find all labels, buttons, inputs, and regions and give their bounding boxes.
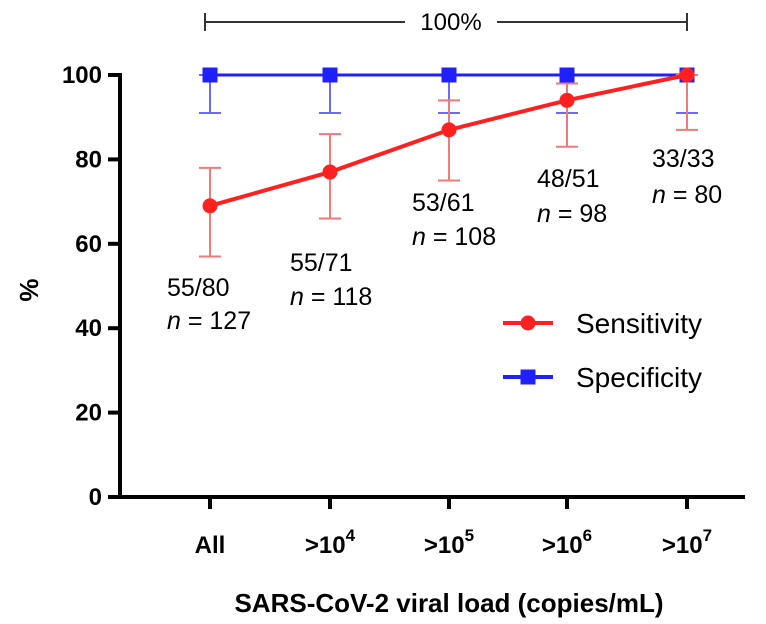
x-tick-label: >104 [305, 526, 356, 559]
annotation-n: n = 127 [167, 307, 251, 335]
y-tick-label: 100 [62, 62, 102, 89]
y-tick-label: 0 [89, 484, 102, 511]
y-axis: 0 20 40 60 80 100 [62, 62, 122, 511]
annotation-n: n = 108 [412, 223, 496, 251]
data-point [202, 67, 218, 83]
data-point [322, 67, 338, 83]
annotation-n: n = 80 [652, 181, 722, 209]
data-point [441, 122, 457, 138]
legend-marker [520, 315, 536, 331]
annotation-ratio: 53/61 [412, 189, 475, 217]
data-point [679, 67, 695, 83]
data-point [559, 67, 575, 83]
annotation-n: n = 118 [290, 283, 372, 311]
data-point [559, 92, 575, 108]
legend-item-sensitivity: Sensitivity [503, 308, 702, 339]
y-tick-label: 40 [75, 315, 102, 342]
x-axis: All >104 >105 >106 >107 [118, 495, 745, 559]
annotation-ratio: 55/80 [167, 274, 230, 302]
x-tick-label: >105 [424, 526, 474, 559]
y-tick-label: 20 [75, 400, 102, 427]
annotation-ratio: 33/33 [652, 145, 715, 173]
annotation-ratio: 55/71 [290, 249, 353, 277]
annotation-ratio: 48/51 [537, 165, 600, 193]
data-point [202, 198, 218, 214]
y-tick-label: 60 [75, 231, 102, 258]
bracket-100-percent: 100% [204, 9, 688, 36]
series-sensitivity [199, 67, 698, 258]
data-point [441, 67, 457, 83]
legend: Sensitivity Specificity [503, 308, 702, 393]
legend-label: Sensitivity [576, 308, 702, 339]
x-axis-title: SARS-CoV-2 viral load (copies/mL) [234, 588, 663, 618]
y-axis-title: % [14, 278, 44, 301]
annotation-n: n = 98 [537, 200, 607, 228]
legend-item-specificity: Specificity [503, 362, 702, 393]
x-tick-label: >107 [662, 526, 712, 559]
x-tick-label: >106 [542, 526, 592, 559]
bracket-label: 100% [420, 9, 481, 36]
legend-label: Specificity [576, 362, 702, 393]
y-tick-label: 80 [75, 146, 102, 173]
legend-marker [520, 369, 536, 385]
data-point [322, 164, 338, 180]
x-tick-label: All [195, 532, 226, 559]
annotations: 55/80 n = 127 55/71 n = 118 53/61 n = 108 48/5… [167, 145, 722, 335]
series-layer [199, 67, 698, 258]
